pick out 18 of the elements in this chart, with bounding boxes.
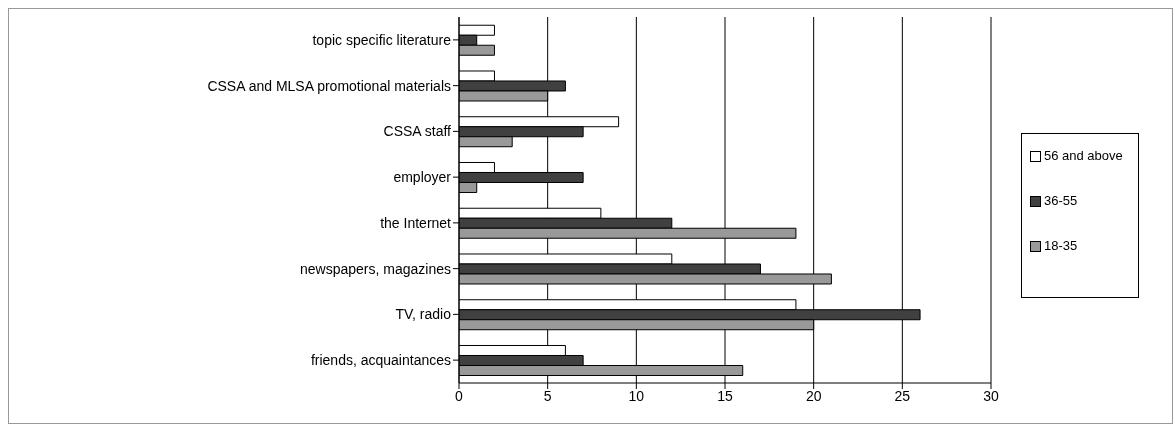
y-tick-label: friends, acquaintances: [310, 352, 451, 369]
x-tick-label: 20: [805, 387, 822, 404]
legend-label: 36-55: [1044, 192, 1078, 208]
legend-label: 18-35: [1044, 237, 1078, 253]
x-tick-label: 5: [543, 387, 552, 404]
x-tick-label: 0: [455, 387, 464, 404]
x-tick-label: 15: [717, 387, 733, 404]
y-tick-label: newspapers, magazines: [300, 260, 451, 277]
y-tick-label: CSSA and MLSA promotional materials: [207, 77, 451, 94]
x-tick-label: 30: [983, 387, 999, 404]
y-tick-label: the Internet: [380, 214, 452, 231]
y-tick-label: TV, radio: [395, 306, 452, 323]
x-tick-label: 25: [894, 387, 911, 404]
y-tick-label: employer: [393, 169, 452, 186]
y-tick-label: CSSA staff: [383, 123, 452, 140]
x-tick-label: 10: [628, 387, 645, 404]
legend-label: 56 and above: [1044, 147, 1123, 163]
y-tick-label: topic specific literature: [312, 31, 452, 48]
